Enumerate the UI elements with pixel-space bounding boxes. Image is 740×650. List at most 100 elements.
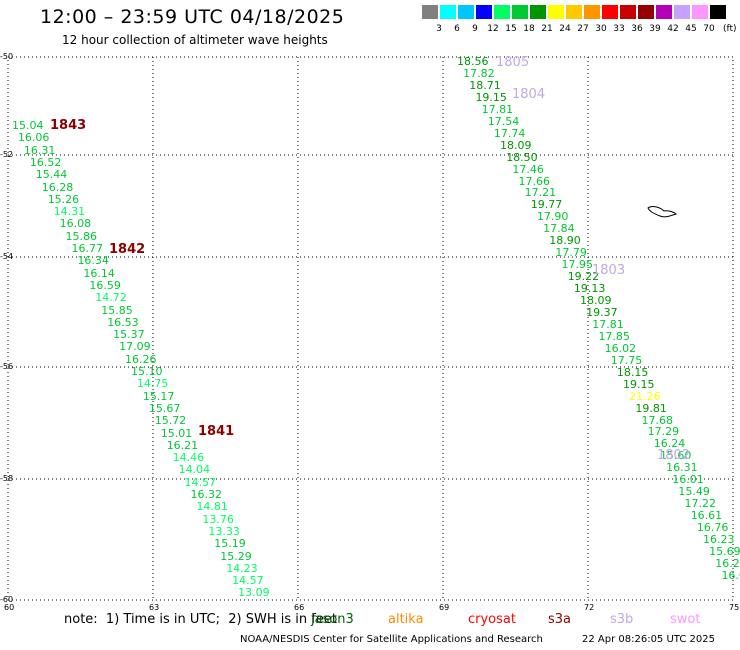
wave-height-value: 16.59 — [89, 278, 121, 292]
legend-label: 36 — [631, 24, 643, 34]
wave-height-value: 13.76 — [202, 512, 234, 526]
wave-height-value: 19.13 — [573, 282, 606, 296]
wave-height-value: 16.29 — [715, 556, 740, 570]
wave-height-value: 14.31 — [53, 205, 86, 219]
wave-height-value: 14.72 — [95, 291, 127, 305]
legend-label: 45 — [685, 24, 697, 34]
wave-height-value: 15.67 — [148, 401, 181, 415]
wave-height-value: 16.52 — [29, 155, 62, 169]
wave-height-value: 15.72 — [154, 414, 187, 428]
wave-height-value: 17.90 — [536, 210, 569, 224]
longitude-tick: 66 — [294, 603, 305, 612]
wave-height-value: 16.26 — [125, 352, 157, 366]
wave-height-value: 17.68 — [641, 413, 674, 427]
satellite-key-item: cryosat — [468, 612, 516, 627]
legend-swatch — [710, 5, 726, 19]
wave-height-value: 17.79 — [555, 246, 587, 260]
wave-height-value: 17.09 — [119, 340, 151, 354]
satellite-key-item: swot — [670, 612, 701, 627]
latitude-tick: -60 — [0, 595, 14, 604]
wave-height-value: 14.75 — [136, 377, 169, 391]
wave-height-value: 16.14 — [83, 266, 115, 280]
wave-height-value: 15.37 — [113, 328, 145, 342]
wave-height-value: 16.28 — [41, 180, 74, 194]
legend-swatch — [548, 5, 564, 19]
wave-height-value: 15.10 — [131, 365, 163, 378]
wave-height-value: 17.22 — [684, 497, 717, 511]
wave-height-value: 17.75 — [610, 353, 643, 367]
legend-swatch — [692, 5, 708, 19]
wave-height-value: 19.22 — [567, 270, 600, 284]
legend-label: 9 — [472, 24, 478, 34]
wave-height-value: 21.26 — [629, 389, 661, 403]
longitude-tick: 69 — [439, 603, 450, 612]
legend-swatch — [422, 5, 438, 19]
wave-height-value: 18.71 — [469, 78, 501, 92]
wave-height-value: 17.85 — [598, 329, 630, 343]
latitude-tick: -54 — [0, 252, 14, 261]
wave-height-value: 15.49 — [678, 485, 710, 499]
wave-height-value: 15.01 — [160, 426, 193, 440]
wave-height-value: 18.09 — [500, 138, 532, 152]
island-outline — [647, 206, 677, 218]
satellite-key-item: s3a — [548, 612, 572, 627]
legend-label: 70 — [703, 24, 715, 34]
legend-label: 15 — [505, 24, 517, 34]
wave-height-value: 17.81 — [481, 102, 514, 116]
legend-swatch — [476, 5, 492, 19]
wave-height-value: 18.09 — [580, 294, 612, 307]
map-subtitle: 12 hour collection of altimeter wave hei… — [62, 33, 328, 47]
pass-label: 1803 — [592, 263, 626, 278]
wave-height-value: 16.23 — [703, 533, 735, 546]
legend-label: 27 — [577, 24, 589, 34]
wave-height-value: 17.66 — [518, 174, 551, 188]
legend-swatch — [656, 5, 672, 19]
wave-height-value: 19.77 — [530, 198, 563, 212]
legend-label: 18 — [523, 24, 535, 34]
satellite-key-item: jason3 — [311, 612, 354, 627]
legend-label: 39 — [649, 24, 661, 34]
wave-height-value: 19.15 — [623, 377, 655, 391]
legend-swatch — [602, 5, 618, 19]
pass-label: 1802 — [657, 448, 691, 463]
legend-swatch — [512, 5, 528, 19]
wave-height-value: 15.19 — [214, 537, 246, 551]
legend-swatch — [530, 5, 546, 19]
wave-height-value: 18.90 — [549, 234, 581, 248]
wave-height-value: 13.09 — [238, 586, 270, 600]
wave-height-value: 16.76 — [696, 521, 729, 535]
latitude-tick: -58 — [0, 474, 14, 483]
wave-height-value: 14.57 — [232, 574, 264, 588]
wave-height-value: 16.53 — [107, 315, 139, 329]
longitude-tick: 75 — [729, 603, 740, 612]
wave-height-value: 16.24 — [653, 437, 686, 451]
pass-label: 1843 — [50, 118, 87, 133]
wave-height-value: 19.81 — [635, 401, 667, 415]
wave-height-value: 14.46 — [172, 451, 205, 465]
pass-label: 1841 — [198, 424, 235, 439]
legend-swatch — [584, 5, 600, 19]
wave-height-value: 16.08 — [59, 217, 92, 231]
wave-height-value: 15.04 — [12, 119, 44, 132]
satellite-key-item: s3b — [610, 612, 634, 627]
wave-height-value: 18.50 — [506, 150, 538, 164]
wave-height-value: 15.26 — [47, 192, 80, 206]
wave-height-value: 16.61 — [690, 509, 723, 523]
wave-height-value: 17.84 — [543, 222, 575, 236]
wave-height-value: 15.69 — [709, 544, 740, 558]
wave-height-value: 19.37 — [586, 305, 618, 319]
wave-height-value: 19.15 — [475, 90, 507, 104]
pass-label: 1842 — [109, 242, 146, 257]
wave-height-value: 16.34 — [77, 254, 109, 268]
wave-height-value: 16.02 — [604, 341, 637, 355]
wave-height-value: 14.23 — [226, 561, 258, 575]
wave-height-value: 16.31 — [666, 461, 698, 475]
legend-label: 30 — [595, 24, 607, 34]
wave-height-value: 18.15 — [616, 365, 649, 379]
wave-height-value: 13.33 — [208, 524, 240, 538]
wave-height-value: 14.81 — [196, 500, 228, 514]
wave-height-value: 15.86 — [65, 229, 98, 243]
legend-swatch — [620, 5, 636, 19]
map-frame — [7, 56, 734, 601]
